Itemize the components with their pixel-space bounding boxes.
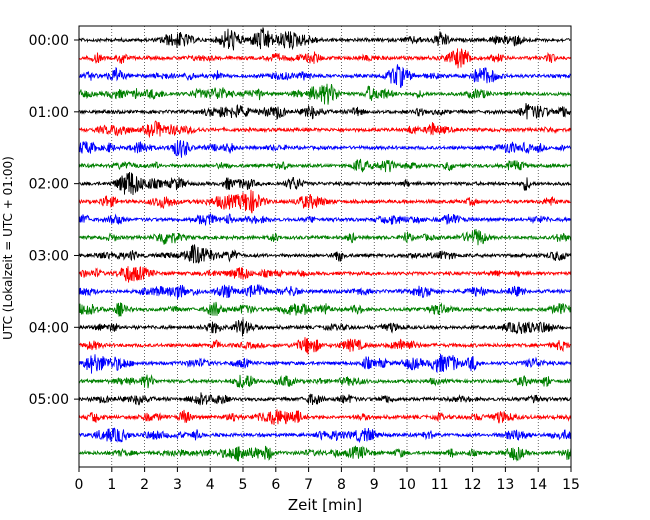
y-axis-ticks: 00:00 01:00 02:00 03:00 04:00 05:00 (29, 33, 79, 408)
x-tick-label: 15 (562, 477, 580, 493)
trace-line (78, 140, 572, 158)
x-tick-label: 8 (337, 477, 346, 493)
x-tick-label: 3 (173, 477, 182, 493)
trace-line (78, 301, 572, 317)
x-axis-label: Zeit [min] (288, 496, 362, 514)
y-tick-label: 04:00 (29, 320, 69, 336)
x-tick-label: 6 (271, 477, 280, 493)
trace-line (78, 409, 572, 426)
trace-line (78, 27, 572, 51)
trace-line (78, 427, 572, 444)
trace-line (78, 353, 572, 374)
trace-line (78, 83, 572, 105)
trace-line (78, 337, 571, 355)
trace-line (78, 266, 572, 283)
trace-line (78, 103, 572, 120)
trace-line (78, 64, 572, 88)
trace-line (78, 120, 572, 139)
y-tick-label: 00:00 (29, 33, 69, 49)
trace-line (78, 244, 572, 264)
x-tick-label: 13 (496, 477, 514, 493)
x-tick-label: 4 (206, 477, 215, 493)
trace-line (78, 158, 572, 173)
trace-line (78, 48, 572, 69)
trace-line (78, 445, 572, 462)
plot-frame (78, 25, 572, 468)
trace-line (78, 213, 572, 226)
trace-line (78, 189, 572, 214)
trace-line (78, 284, 572, 300)
y-tick-label: 05:00 (29, 392, 69, 408)
y-tick-label: 01:00 (29, 105, 69, 121)
x-axis-ticks: 0 1 2 3 4 5 6 7 8 9 10 11 12 13 14 15 (75, 467, 580, 493)
x-tick-label: 11 (431, 477, 449, 493)
trace-line (78, 229, 572, 246)
x-tick-label: 10 (398, 477, 416, 493)
y-axis-label: UTC (Lokalzeit = UTC + 01:00) (1, 156, 15, 340)
x-tick-label: 1 (107, 477, 116, 493)
x-tick-label: 0 (75, 477, 84, 493)
x-tick-label: 7 (304, 477, 313, 493)
trace-line (78, 374, 572, 389)
x-tick-label: 2 (140, 477, 149, 493)
x-tick-label: 14 (529, 477, 547, 493)
trace-line (78, 172, 572, 195)
y-tick-label: 02:00 (29, 177, 69, 193)
x-tick-label: 5 (239, 477, 248, 493)
trace-line (78, 318, 572, 337)
x-tick-label: 9 (370, 477, 379, 493)
seismic-traces (78, 27, 572, 462)
trace-line (78, 392, 572, 406)
y-tick-label: 03:00 (29, 248, 69, 264)
x-tick-label: 12 (464, 477, 482, 493)
